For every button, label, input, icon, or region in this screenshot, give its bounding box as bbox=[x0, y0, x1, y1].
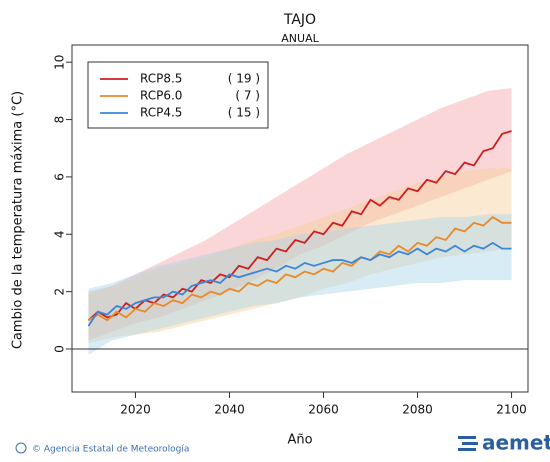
logo-icon bbox=[458, 436, 478, 451]
legend-count: ( 19 ) bbox=[228, 72, 260, 86]
logo: aemet bbox=[482, 431, 550, 455]
y-tick-label: 10 bbox=[53, 55, 67, 70]
y-axis-label: Cambio de la temperatura máxima (°C) bbox=[11, 91, 26, 349]
x-tick-label: 2080 bbox=[402, 403, 433, 417]
x-axis-label: Año bbox=[287, 433, 312, 448]
legend-label: RCP4.5 bbox=[140, 106, 182, 120]
x-tick-label: 2060 bbox=[308, 403, 339, 417]
credit-icon bbox=[15, 442, 27, 454]
x-tick-label: 2100 bbox=[496, 403, 527, 417]
y-tick-label: 4 bbox=[53, 230, 67, 238]
y-tick-label: 6 bbox=[53, 173, 67, 181]
x-tick-label: 2040 bbox=[214, 403, 245, 417]
series-line bbox=[87, 215, 512, 322]
legend-count: ( 15 ) bbox=[228, 106, 260, 120]
uncertainty-band bbox=[88, 88, 512, 341]
legend-label: RCP6.0 bbox=[140, 89, 182, 103]
uncertainty-band bbox=[88, 168, 512, 344]
plot-frame bbox=[71, 44, 529, 393]
credit: © Agencia Estatal de Meteorología bbox=[32, 445, 189, 455]
y-tick-label: 8 bbox=[53, 116, 67, 124]
x-tick-label: 2020 bbox=[120, 403, 151, 417]
series-line bbox=[87, 241, 512, 327]
legend-label: RCP8.5 bbox=[140, 72, 182, 86]
chart-subtitle: ANUAL bbox=[281, 32, 319, 45]
series-line bbox=[87, 130, 512, 321]
legend-box bbox=[87, 61, 269, 129]
chart-title: TAJO bbox=[283, 12, 316, 28]
y-tick-label: 2 bbox=[53, 288, 67, 296]
legend-count: ( 7 ) bbox=[235, 89, 260, 103]
y-tick-label: 0 bbox=[53, 345, 67, 353]
uncertainty-band bbox=[88, 214, 512, 355]
